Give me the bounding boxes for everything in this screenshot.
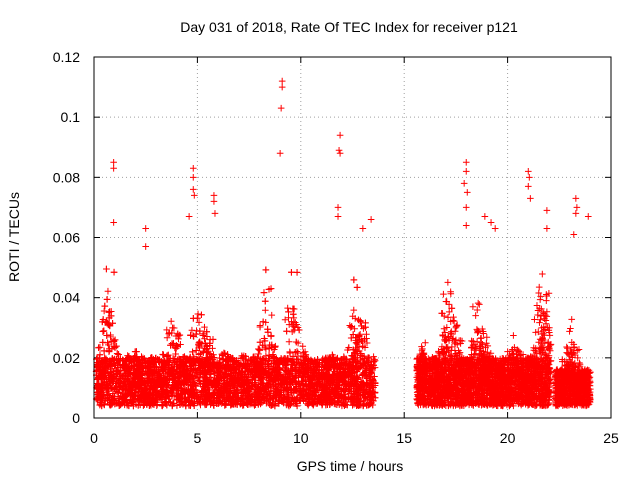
x-tick-label: 15 <box>396 430 412 446</box>
data-point <box>100 307 108 315</box>
data-point <box>167 317 175 325</box>
x-tick-label: 0 <box>90 430 98 446</box>
data-point <box>264 328 272 336</box>
y-tick-label: 0.12 <box>53 49 80 65</box>
data-point <box>96 343 104 351</box>
y-axis-label: ROTI / TECUs <box>6 192 22 282</box>
data-point <box>103 296 111 303</box>
data-point <box>262 266 270 274</box>
data-point <box>103 265 110 273</box>
data-point <box>158 402 166 409</box>
data-point <box>256 323 264 331</box>
data-point <box>262 306 269 314</box>
x-tick-label: 10 <box>293 430 309 446</box>
data-point <box>111 336 119 344</box>
scatter-points <box>92 77 594 410</box>
data-point <box>194 310 202 318</box>
data-point <box>260 289 268 296</box>
x-axis-label: GPS time / hours <box>297 458 404 474</box>
data-point <box>347 323 355 331</box>
data-point <box>284 304 291 312</box>
y-tick-label: 0.08 <box>53 169 80 185</box>
x-tick-label: 5 <box>194 430 202 446</box>
data-point <box>199 332 207 339</box>
data-point <box>188 326 196 334</box>
data-point <box>353 284 361 291</box>
data-point <box>104 287 112 295</box>
y-tick-label: 0.04 <box>53 290 80 306</box>
data-point <box>285 338 293 346</box>
x-tick-label: 20 <box>500 430 516 446</box>
data-point <box>209 336 217 343</box>
y-tick-label: 0.1 <box>61 109 81 125</box>
x-tick-label: 25 <box>603 430 619 446</box>
y-tick-label: 0.02 <box>53 350 80 366</box>
data-point <box>101 302 109 310</box>
data-point <box>281 316 289 324</box>
data-point <box>267 332 275 340</box>
ticks: 0 5 10 15 20 25 0 0.02 0.04 0.06 0.08 0.1 0.12 <box>53 49 619 446</box>
data-point <box>187 331 194 339</box>
data-point <box>288 268 295 276</box>
data-point <box>268 311 276 319</box>
chart-title: Day 031 of 2018, Rate Of TEC Index for r… <box>180 19 518 35</box>
data-point <box>110 268 118 276</box>
data-point <box>195 319 203 326</box>
data-point <box>95 344 102 352</box>
data-point <box>272 342 279 350</box>
data-point <box>293 348 301 355</box>
y-tick-label: 0 <box>72 410 80 426</box>
data-point <box>350 306 358 314</box>
y-tick-label: 0.06 <box>53 230 80 246</box>
data-point <box>190 315 197 322</box>
